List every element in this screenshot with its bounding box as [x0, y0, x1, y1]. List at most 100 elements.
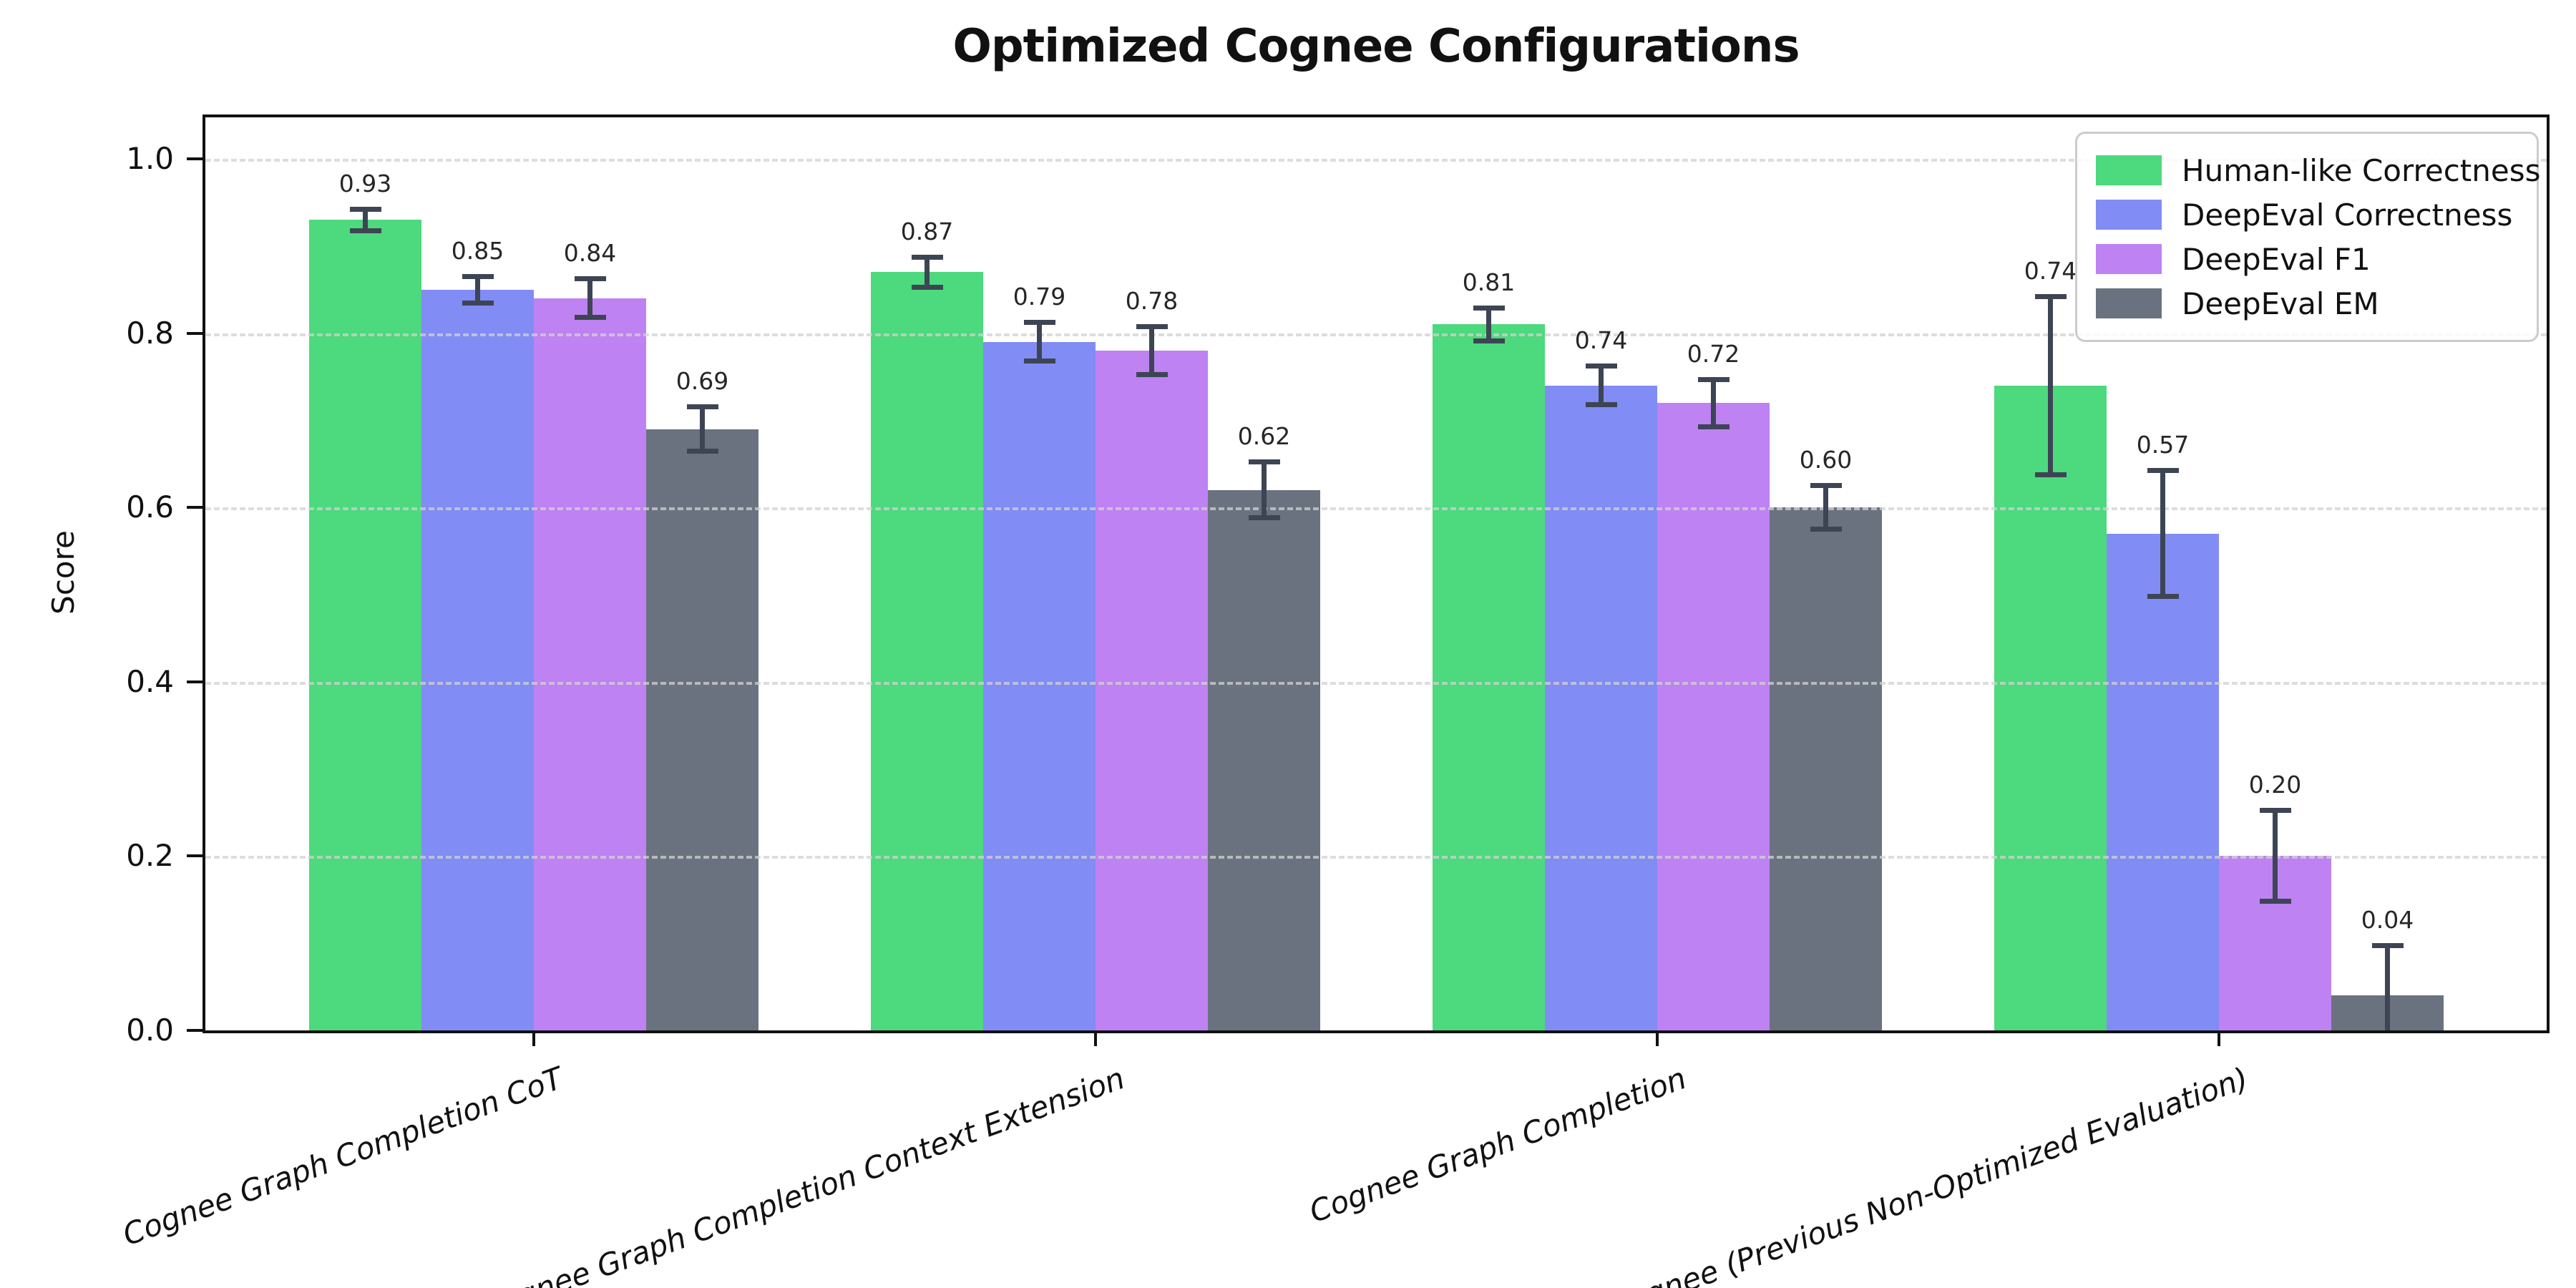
legend: Human-like Correctness DeepEval Correctne… — [2075, 132, 2541, 342]
gridline-0.4 — [205, 681, 2547, 685]
y-tick-label: 0.2 — [126, 838, 174, 874]
y-tick-mark — [187, 506, 203, 509]
error-bar-cap-bottom — [1023, 358, 1055, 364]
x-tick-mark — [1094, 1030, 1097, 1046]
x-tick-label: Cognee Graph Completion — [1304, 1060, 1691, 1230]
chart-title: Optimized Cognee Configurations — [952, 20, 1800, 73]
bar-deepeval-correctness — [421, 289, 534, 1030]
error-bar-cap-top — [2371, 943, 2404, 949]
x-tick-label: Cognee (Previous Non-Optimized Evaluatio… — [1603, 1060, 2253, 1288]
bar-deepeval-f1 — [534, 298, 646, 1030]
gridline-1.0 — [205, 159, 2547, 162]
bar-deepeval-correctness — [2107, 533, 2219, 1030]
bar-deepeval-correctness — [983, 341, 1096, 1030]
error-bar — [2048, 293, 2053, 477]
error-bar-cap-top — [2034, 293, 2067, 299]
bar-value-label: 0.72 — [1687, 339, 1740, 368]
y-tick-mark — [187, 331, 203, 335]
bar-value-label: 0.04 — [2361, 906, 2414, 935]
error-bar-cap-top — [349, 206, 381, 212]
legend-swatch — [2096, 200, 2162, 230]
bar-deepeval-f1 — [1096, 350, 1208, 1030]
bar-deepeval-f1 — [1657, 403, 1770, 1030]
bar-value-label: 0.78 — [1125, 287, 1179, 316]
gridline-0.8 — [205, 333, 2547, 336]
legend-label: DeepEval Correctness — [2182, 197, 2513, 233]
y-tick-mark — [187, 157, 203, 160]
bar-value-label: 0.87 — [900, 217, 954, 245]
bar-value-label: 0.84 — [563, 239, 617, 268]
error-bar-cap-top — [1473, 305, 1505, 311]
error-bar — [1599, 364, 1604, 408]
error-bar-cap-bottom — [574, 315, 606, 321]
bar-human-like-correctness — [309, 220, 421, 1030]
x-tick-mark — [1656, 1030, 1659, 1046]
error-bar-cap-top — [462, 273, 494, 279]
error-bar-cap-top — [2147, 468, 2179, 474]
error-bar-cap-top — [574, 276, 606, 282]
error-bar-cap-bottom — [2259, 899, 2291, 904]
y-tick-mark — [187, 854, 203, 858]
error-bar — [1149, 324, 1154, 377]
bar-value-label: 0.81 — [1462, 268, 1516, 296]
legend-swatch — [2096, 155, 2162, 185]
error-bar — [363, 206, 368, 233]
error-bar-cap-bottom — [686, 448, 718, 454]
error-bar — [2273, 808, 2278, 904]
bar-value-label: 0.85 — [451, 236, 504, 265]
bar-human-like-correctness — [871, 272, 983, 1030]
bar-value-label: 0.60 — [1799, 446, 1853, 474]
bar-deepeval-em — [646, 429, 758, 1030]
bar-value-label: 0.57 — [2136, 431, 2190, 459]
error-bar-cap-top — [1136, 324, 1168, 330]
error-bar-cap-bottom — [2034, 472, 2067, 477]
bar-value-label: 0.79 — [1013, 283, 1066, 311]
bar-value-label: 0.93 — [338, 169, 392, 197]
bar-deepeval-em — [1770, 507, 1882, 1030]
error-bar — [1823, 483, 1828, 532]
error-bar-cap-top — [2259, 808, 2291, 814]
error-bar — [2385, 943, 2390, 1030]
bar-deepeval-correctness — [1545, 385, 1657, 1030]
bar-human-like-correctness — [1433, 324, 1545, 1030]
error-bar-cap-top — [1810, 483, 1842, 489]
x-tick-mark — [532, 1030, 535, 1046]
error-bar — [1486, 305, 1491, 344]
error-bar — [1262, 459, 1267, 521]
legend-label: Human-like Correctness — [2182, 152, 2541, 188]
bar-value-label: 0.74 — [2024, 256, 2077, 285]
y-tick-mark — [187, 680, 203, 683]
gridline-0.2 — [205, 856, 2547, 859]
bar-value-label: 0.69 — [675, 367, 729, 396]
error-bar — [1711, 376, 1716, 429]
y-tick-label: 1.0 — [126, 141, 174, 176]
legend-label: DeepEval EM — [2182, 286, 2379, 321]
error-bar-cap-bottom — [911, 284, 943, 290]
error-bar-cap-bottom — [1136, 371, 1168, 377]
legend-swatch — [2096, 288, 2162, 318]
error-bar — [475, 273, 480, 306]
legend-item: DeepEval EM — [2096, 281, 2518, 326]
error-bar-cap-top — [1023, 320, 1055, 326]
bar-deepeval-em — [1208, 489, 1320, 1030]
gridline-0.6 — [205, 507, 2547, 511]
legend-item: DeepEval F1 — [2096, 237, 2518, 281]
error-bar-cap-bottom — [1585, 402, 1617, 408]
bar-value-label: 0.62 — [1237, 422, 1291, 451]
error-bar-cap-bottom — [349, 228, 381, 233]
x-tick-label: Cognee Graph Completion CoT — [118, 1060, 567, 1253]
bar-human-like-correctness — [1994, 385, 2107, 1030]
x-tick-mark — [2218, 1030, 2220, 1046]
y-tick-label: 0.0 — [126, 1013, 174, 1048]
legend-label: DeepEval F1 — [2182, 241, 2371, 277]
error-bar-cap-top — [911, 254, 943, 260]
legend-item: Human-like Correctness — [2096, 148, 2541, 192]
legend-item: DeepEval Correctness — [2096, 192, 2518, 237]
y-tick-mark — [187, 1029, 203, 1032]
y-tick-label: 0.4 — [126, 663, 174, 699]
x-tick-label: Cognee Graph Completion Context Extensio… — [475, 1060, 1129, 1288]
error-bar — [1037, 320, 1042, 364]
error-bar — [2160, 468, 2165, 600]
error-bar-cap-top — [686, 404, 718, 410]
